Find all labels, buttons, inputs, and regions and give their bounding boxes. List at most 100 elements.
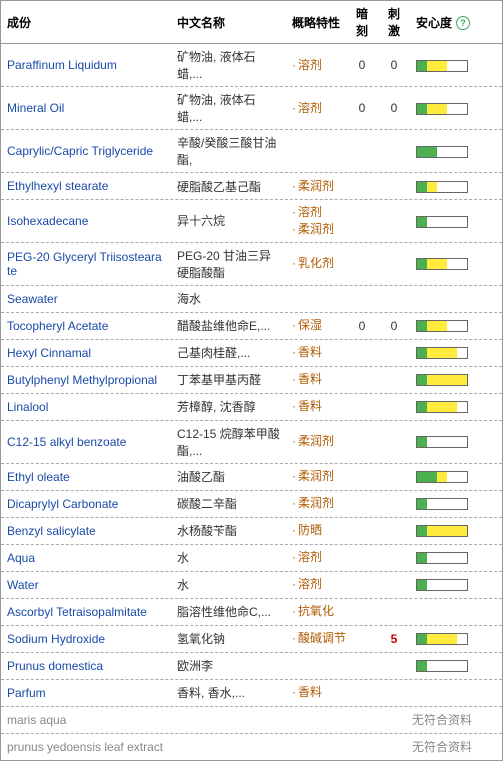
ingredient-link[interactable]: Ascorbyl Tetraisopalmitate xyxy=(7,605,147,619)
table-row: Isohexadecane异十六烷溶剂柔润剂 xyxy=(1,200,502,243)
help-icon[interactable]: ? xyxy=(456,16,470,30)
safety-bar xyxy=(416,579,468,591)
safety-cell xyxy=(410,574,480,596)
skin-value xyxy=(346,403,378,411)
chinese-name: 水杨酸苄酯 xyxy=(171,518,286,543)
skin-value xyxy=(346,635,378,643)
safety-bar xyxy=(416,60,468,72)
safety-cell xyxy=(410,628,480,650)
irritant-value xyxy=(378,554,410,562)
col-features: 概略特性 xyxy=(286,10,346,35)
ingredient-link[interactable]: Caprylic/Capric Triglyceride xyxy=(7,144,153,158)
ingredient-link[interactable]: Mineral Oil xyxy=(7,101,64,115)
ingredient-link[interactable]: Water xyxy=(7,578,39,592)
ingredient-link[interactable]: Hexyl Cinnamal xyxy=(7,346,91,360)
table-row: Water水溶剂 xyxy=(1,572,502,599)
safety-cell xyxy=(410,493,480,515)
skin-value xyxy=(346,581,378,589)
ingredient-link[interactable]: Butylphenyl Methylpropional xyxy=(7,373,157,387)
safety-bar xyxy=(416,216,468,228)
safety-cell xyxy=(410,547,480,569)
irritant-value: 0 xyxy=(378,315,410,337)
feature-tag: 柔润剂 xyxy=(292,178,340,195)
chinese-name: 硬脂酸乙基己酯 xyxy=(171,174,286,199)
irritant-value xyxy=(378,608,410,616)
col-chinese: 中文名称 xyxy=(171,10,286,35)
table-row: Paraffinum Liquidum矿物油, 液体石蜡,...溶剂00 xyxy=(1,44,502,87)
feature-tag: 抗氧化 xyxy=(292,603,340,620)
safety-cell xyxy=(410,431,480,453)
table-row: Caprylic/Capric Triglyceride辛酸/癸酸三酸甘油酯, xyxy=(1,130,502,173)
features-cell: 酸碱调节 xyxy=(286,626,346,651)
features-cell: 柔润剂 xyxy=(286,491,346,516)
col-skin: 暗刻 xyxy=(346,1,378,43)
chinese-name: 碳酸二辛酯 xyxy=(171,491,286,516)
safety-bar xyxy=(416,103,468,115)
col-safety: 安心度? xyxy=(410,10,480,35)
chinese-name: 氢氧化钠 xyxy=(171,626,286,651)
ingredient-link[interactable]: Benzyl salicylate xyxy=(7,524,96,538)
safety-cell xyxy=(410,369,480,391)
irritant-value: 5 xyxy=(378,628,410,650)
chinese-name: 醋酸盐维他命E,... xyxy=(171,313,286,338)
chinese-name: 丁苯基甲基丙醛 xyxy=(171,367,286,392)
ingredient-link[interactable]: Prunus domestica xyxy=(7,659,103,673)
irritant-value xyxy=(378,473,410,481)
ingredient-link[interactable]: Sodium Hydroxide xyxy=(7,632,105,646)
skin-value xyxy=(346,349,378,357)
features-cell: 乳化剂 xyxy=(286,251,346,276)
ingredient-link[interactable]: Seawater xyxy=(7,292,58,306)
features-cell: 溶剂 xyxy=(286,572,346,597)
safety-bar xyxy=(416,552,468,564)
ingredient-link[interactable]: Ethylhexyl stearate xyxy=(7,179,108,193)
no-data-label: 无符合资料 xyxy=(171,707,502,732)
safety-cell xyxy=(410,655,480,677)
chinese-name: 芳樟醇, 沈香醇 xyxy=(171,394,286,419)
safety-bar xyxy=(416,401,468,413)
table-row: Ethylhexyl stearate 硬脂酸乙基己酯柔润剂 xyxy=(1,173,502,200)
safety-cell xyxy=(410,466,480,488)
features-cell xyxy=(286,147,346,155)
feature-tag: 柔润剂 xyxy=(292,221,340,238)
safety-bar xyxy=(416,374,468,386)
features-cell: 香料 xyxy=(286,367,346,392)
chinese-name: 脂溶性维他命C,... xyxy=(171,599,286,624)
irritant-value xyxy=(378,689,410,697)
safety-bar xyxy=(416,660,468,672)
feature-tag: 溶剂 xyxy=(292,576,340,593)
table-row: Parfum香料, 香水,...香料 xyxy=(1,680,502,707)
skin-value xyxy=(346,500,378,508)
ingredient-link[interactable]: C12-15 alkyl benzoate xyxy=(7,435,126,449)
chinese-name: 水 xyxy=(171,545,286,570)
ingredient-link[interactable]: PEG-20 Glyceryl Triisostearate xyxy=(7,250,162,278)
table-row: Sodium Hydroxide 氢氧化钠酸碱调节 5 xyxy=(1,626,502,653)
irritant-value xyxy=(378,403,410,411)
feature-tag: 溶剂 xyxy=(292,549,340,566)
safety-bar xyxy=(416,633,468,645)
chinese-name: 香料, 香水,... xyxy=(171,680,286,705)
skin-value xyxy=(346,147,378,155)
features-cell xyxy=(286,295,346,303)
irritant-value: 0 xyxy=(378,97,410,119)
ingredient-link[interactable]: Ethyl oleate xyxy=(7,470,70,484)
chinese-name: 矿物油, 液体石蜡,... xyxy=(171,44,286,86)
skin-value xyxy=(346,182,378,190)
safety-cell xyxy=(410,175,480,197)
table-row: C12-15 alkyl benzoateC12-15 烷醇苯甲酸酯,...柔润… xyxy=(1,421,502,464)
ingredient-link[interactable]: Linalool xyxy=(7,400,48,414)
safety-bar xyxy=(416,525,468,537)
safety-cell xyxy=(410,315,480,337)
skin-value: 0 xyxy=(346,54,378,76)
ingredient-link[interactable]: Paraffinum Liquidum xyxy=(7,58,117,72)
table-row: Butylphenyl Methylpropional 丁苯基甲基丙醛香料 xyxy=(1,367,502,394)
ingredient-link[interactable]: Aqua xyxy=(7,551,35,565)
feature-tag: 香料 xyxy=(292,398,340,415)
safety-bar xyxy=(416,347,468,359)
irritant-value xyxy=(378,260,410,268)
ingredient-link[interactable]: Isohexadecane xyxy=(7,214,88,228)
irritant-value xyxy=(378,182,410,190)
feature-tag: 保湿 xyxy=(292,317,340,334)
ingredient-link[interactable]: Tocopheryl Acetate xyxy=(7,319,108,333)
ingredient-link[interactable]: Dicaprylyl Carbonate xyxy=(7,497,118,511)
irritant-value xyxy=(378,376,410,384)
